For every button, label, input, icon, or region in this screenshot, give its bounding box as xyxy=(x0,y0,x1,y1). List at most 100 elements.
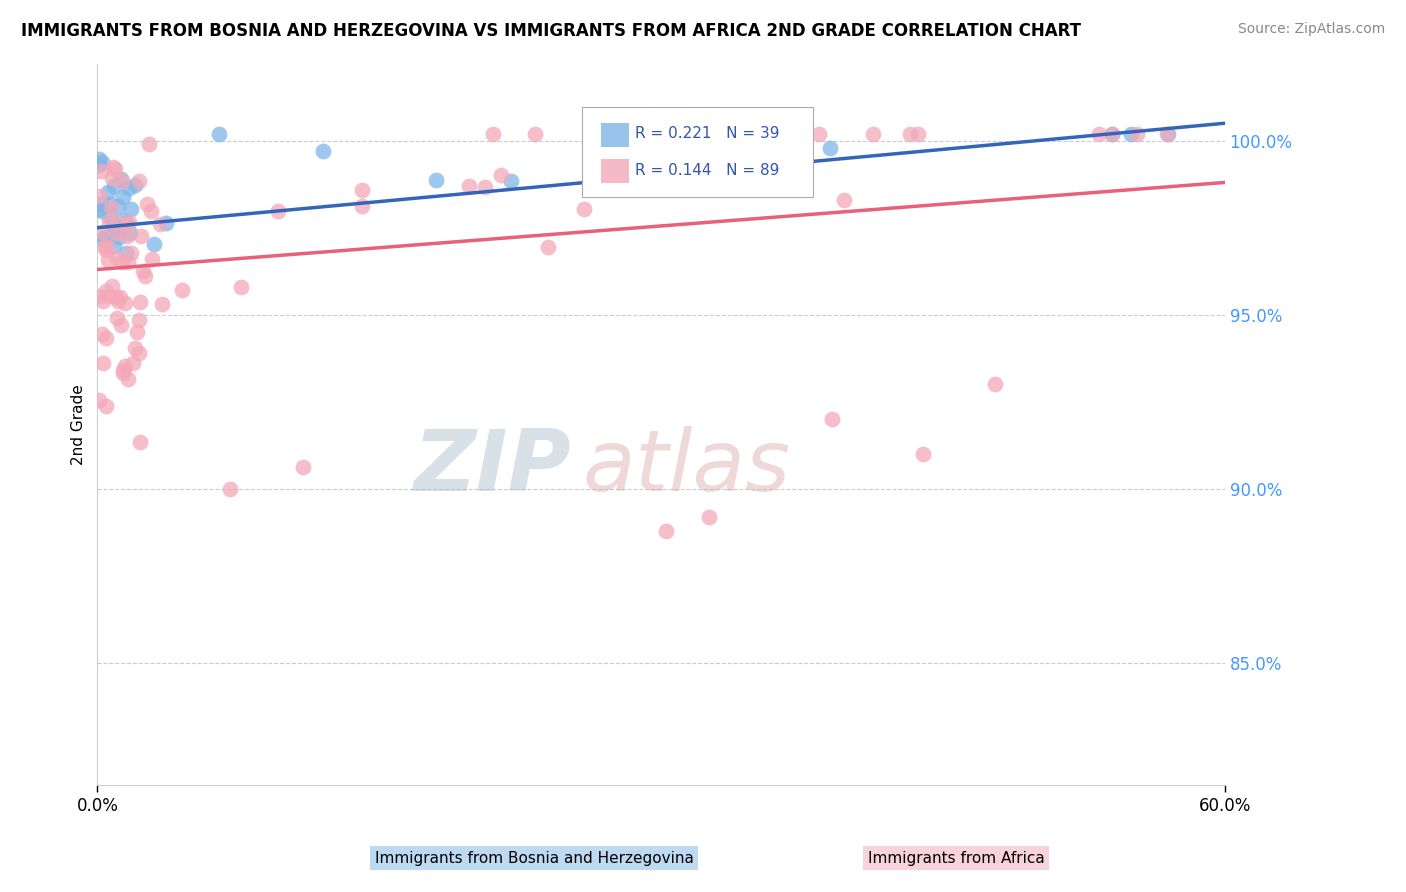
Point xyxy=(149,217,172,231)
Point xyxy=(112,190,135,204)
Text: Immigrants from Africa: Immigrants from Africa xyxy=(868,851,1045,865)
Point xyxy=(107,216,129,230)
Point xyxy=(97,186,120,200)
Point xyxy=(134,268,156,283)
Point xyxy=(898,127,921,141)
Y-axis label: 2nd Grade: 2nd Grade xyxy=(72,384,86,465)
Point xyxy=(96,399,118,413)
Point xyxy=(984,377,1007,392)
Point xyxy=(100,200,122,214)
Point xyxy=(97,214,120,228)
Point xyxy=(1088,127,1111,141)
Point xyxy=(352,183,374,197)
Point xyxy=(90,164,112,178)
Point xyxy=(1119,127,1142,141)
Point xyxy=(291,459,314,474)
Point xyxy=(107,294,129,309)
Point xyxy=(818,141,841,155)
Point xyxy=(94,239,117,253)
Point xyxy=(112,366,135,380)
Point xyxy=(91,327,114,342)
Point xyxy=(572,202,595,217)
Point xyxy=(117,181,139,195)
Point xyxy=(1101,127,1123,141)
Point xyxy=(107,222,129,236)
Point xyxy=(125,326,148,340)
Text: Immigrants from Bosnia and Herzegovina: Immigrants from Bosnia and Herzegovina xyxy=(375,851,693,865)
Point xyxy=(141,252,163,266)
Point xyxy=(108,230,131,244)
Point xyxy=(110,290,132,304)
Point xyxy=(101,160,124,174)
Point xyxy=(89,288,111,302)
Point xyxy=(312,144,335,158)
Point xyxy=(91,204,114,219)
Point xyxy=(91,225,114,239)
Point xyxy=(93,356,115,370)
Point xyxy=(97,288,120,302)
Point xyxy=(111,363,134,377)
Point xyxy=(489,168,512,182)
Point xyxy=(128,173,150,187)
Point xyxy=(482,127,505,141)
Point xyxy=(110,172,132,186)
Text: R = 0.221   N = 39: R = 0.221 N = 39 xyxy=(636,127,779,142)
Point xyxy=(499,174,522,188)
Point xyxy=(912,447,935,461)
Point xyxy=(89,157,111,171)
Point xyxy=(89,393,111,408)
Point xyxy=(104,226,127,240)
Point xyxy=(107,251,129,265)
Point xyxy=(118,214,141,228)
Point xyxy=(128,435,150,450)
Point xyxy=(104,162,127,177)
Point xyxy=(697,509,720,524)
Point xyxy=(97,252,120,267)
Point xyxy=(117,254,139,268)
Point xyxy=(111,213,134,227)
Point xyxy=(208,127,231,141)
Point xyxy=(117,372,139,386)
Point xyxy=(98,196,121,211)
Point xyxy=(170,283,193,297)
Point xyxy=(457,178,479,193)
Point xyxy=(725,127,748,141)
Point xyxy=(96,243,118,257)
Point xyxy=(135,197,157,211)
Text: Source: ZipAtlas.com: Source: ZipAtlas.com xyxy=(1237,22,1385,37)
Point xyxy=(115,228,138,243)
Point xyxy=(655,524,678,538)
FancyBboxPatch shape xyxy=(602,159,630,183)
Point xyxy=(150,297,173,311)
Point xyxy=(89,202,111,216)
Point xyxy=(536,240,558,254)
Point xyxy=(103,178,125,193)
Point xyxy=(89,189,111,203)
Point xyxy=(124,341,146,355)
Point xyxy=(104,222,127,236)
Point xyxy=(744,138,766,153)
Point xyxy=(114,216,136,230)
Point xyxy=(94,229,117,244)
Point xyxy=(155,216,177,230)
Point xyxy=(821,412,844,426)
Point xyxy=(111,174,134,188)
Point xyxy=(129,228,152,243)
Point xyxy=(862,127,884,141)
Point xyxy=(1101,127,1123,141)
Point xyxy=(108,219,131,233)
Point xyxy=(138,136,160,151)
Point xyxy=(94,240,117,254)
Point xyxy=(91,232,114,246)
Point xyxy=(218,482,240,496)
Point xyxy=(352,199,374,213)
Point xyxy=(132,263,155,277)
Point xyxy=(115,246,138,260)
Point xyxy=(114,296,136,310)
Point xyxy=(142,236,165,251)
Point xyxy=(129,295,152,310)
Point xyxy=(100,210,122,224)
Point xyxy=(90,196,112,211)
Point xyxy=(128,346,150,360)
Point xyxy=(124,178,146,192)
